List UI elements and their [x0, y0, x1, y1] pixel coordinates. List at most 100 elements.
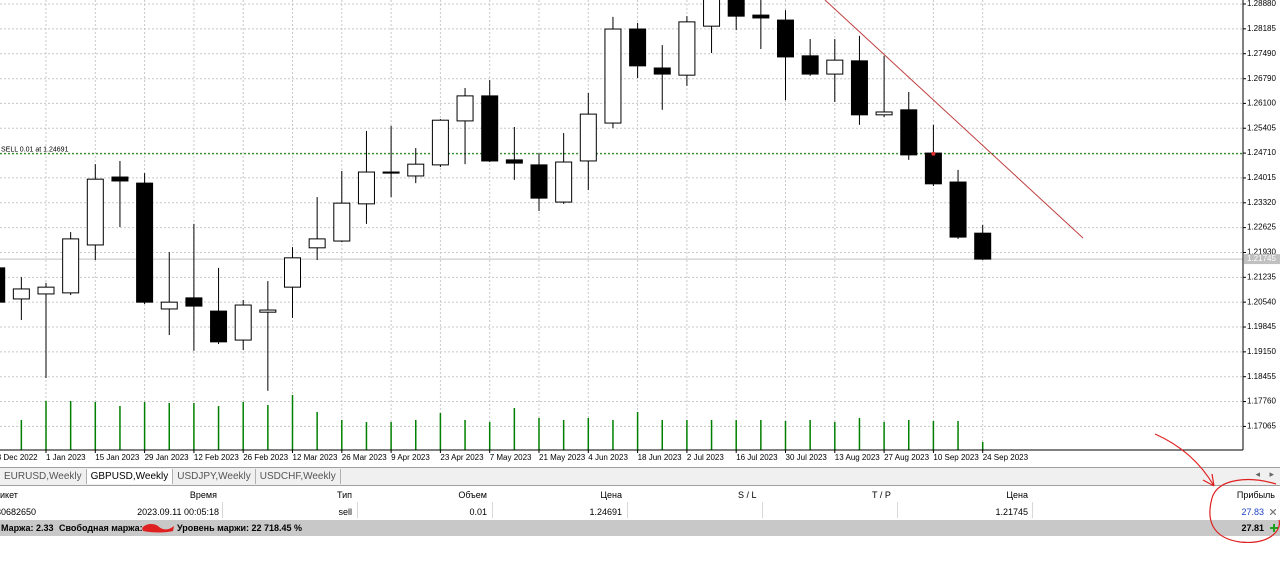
candle-body [37, 286, 55, 295]
column-separator [762, 502, 763, 518]
x-tick-label: 12 Mar 2023 [293, 453, 338, 462]
y-tick-label: 1.20540 [1247, 297, 1276, 306]
margin-level: Уровень маржи: 22 718.45 % [177, 523, 303, 533]
x-tick-label: 13 Aug 2023 [835, 453, 880, 462]
candle-body [604, 28, 622, 124]
x-tick-label: 16 Jul 2023 [736, 453, 778, 462]
chart-tab[interactable]: EURUSD,Weekly [0, 469, 87, 484]
candle-body [826, 59, 844, 75]
x-tick-label: 30 Jul 2023 [786, 453, 828, 462]
y-tick-label: 1.28185 [1247, 24, 1276, 33]
candle-body [333, 202, 351, 242]
y-tick-label: 1.23320 [1247, 198, 1276, 207]
header-cell[interactable]: Цена [600, 490, 622, 500]
bid-label: 1.21745 [1247, 254, 1276, 263]
column-separator [897, 502, 898, 518]
candle-body [357, 171, 375, 205]
header-cell[interactable]: Объем [458, 490, 487, 500]
chart-tabs: ◂ ▸ EURUSD,Weekly GBPUSD,Weekly USDJPY,Wee… [0, 467, 1280, 486]
y-tick-label: 1.21930 [1247, 248, 1276, 257]
candle-body [949, 181, 967, 238]
y-tick-label: 1.26790 [1247, 74, 1276, 83]
x-tick-label: 12 Feb 2023 [194, 453, 239, 462]
column-separator [357, 502, 358, 518]
chart-tab[interactable]: USDJPY,Weekly [173, 469, 256, 484]
candle-body [86, 178, 104, 246]
ticket: 30682650 [0, 507, 37, 517]
header-cell[interactable]: икет [0, 490, 18, 500]
column-separator [222, 502, 223, 518]
candle-body [703, 0, 721, 27]
candle-body [259, 309, 277, 313]
y-tick-label: 1.22625 [1247, 223, 1276, 232]
candle-body [12, 288, 30, 300]
y-tick-label: 1.21235 [1247, 272, 1276, 281]
order-label: SELL 0.01 at 1.24691 [1, 147, 69, 154]
x-tick-label: 21 May 2023 [539, 453, 586, 462]
y-tick-label: 1.18455 [1247, 372, 1276, 381]
x-tick-label: 26 Mar 2023 [342, 453, 387, 462]
candle-body [924, 152, 942, 185]
candle-body [136, 182, 154, 303]
y-tick-label: 1.25405 [1247, 123, 1276, 132]
header-cell[interactable]: Время [189, 490, 217, 500]
candle-body [579, 113, 597, 162]
redaction-scribble [142, 523, 174, 533]
candle-body [801, 55, 819, 75]
tab-scroll-left[interactable]: ◂ [1255, 469, 1260, 479]
candle-body [382, 171, 400, 174]
add-icon[interactable] [1269, 523, 1279, 533]
x-tick-label: 10 Sep 2023 [933, 453, 979, 462]
candle-body [505, 159, 523, 164]
account-summary: Маржа: 2.33 Свободная маржа: Уровень мар… [0, 520, 1280, 536]
y-tick-label: 1.24710 [1247, 148, 1276, 157]
candle-body [456, 95, 474, 122]
tab-scroll-right[interactable]: ▸ [1269, 469, 1274, 479]
candle-body [185, 297, 203, 307]
candle-body [62, 238, 80, 294]
open-price: 1.24691 [589, 507, 622, 517]
candle-body [678, 21, 696, 76]
candle-body [900, 109, 918, 156]
candle-body [875, 111, 893, 116]
header-cell[interactable]: Тип [336, 490, 352, 500]
x-tick-label: 7 May 2023 [490, 453, 532, 462]
x-tick-label: 18 Jun 2023 [638, 453, 683, 462]
header-cell[interactable]: T / P [872, 490, 891, 500]
profit: 27.83 [1241, 507, 1264, 517]
x-tick-label: 15 Jan 2023 [95, 453, 140, 462]
plot-area: SELL 0.01 at 1.24691 [0, 0, 1243, 450]
chart-tab[interactable]: USDCHF,Weekly [256, 469, 341, 484]
candle-body [727, 0, 745, 17]
margin: Маржа: 2.33 [1, 523, 54, 533]
x-tick-label: 9 Apr 2023 [391, 453, 430, 462]
open-time: 2023.09.11 00:05:18 [137, 507, 219, 517]
grid [0, 0, 1243, 450]
close-order-icon[interactable] [1270, 509, 1276, 515]
x-tick-label: 2 Jul 2023 [687, 453, 724, 462]
header-cell[interactable]: Цена [1006, 490, 1028, 500]
candle-body [160, 301, 178, 310]
lot-volume: 0.01 [469, 507, 487, 517]
header-cell[interactable]: Прибыль [1236, 490, 1275, 500]
candle-body [111, 176, 129, 182]
header-cell[interactable]: S / L [738, 490, 757, 500]
trend-line [824, 0, 1084, 239]
candle-body [530, 164, 548, 199]
column-separator [492, 502, 493, 518]
x-tick-label: 8 Dec 2022 [0, 453, 38, 462]
total-profit: 27.81 [1241, 523, 1264, 533]
x-tick-label: 23 Apr 2023 [440, 453, 484, 462]
candle-body [210, 310, 228, 343]
x-tick-label: 24 Sep 2023 [983, 453, 1029, 462]
x-tick-label: 26 Feb 2023 [243, 453, 288, 462]
x-tick-label: 1 Jan 2023 [46, 453, 86, 462]
y-tick-label: 1.19150 [1247, 347, 1276, 356]
chart-tab[interactable]: GBPUSD,Weekly [86, 469, 174, 484]
bid-label-box [1244, 254, 1280, 265]
current-price: 1.21745 [995, 507, 1028, 517]
candle-body [308, 238, 326, 249]
candle-body [407, 163, 425, 177]
candle-body [850, 60, 868, 116]
